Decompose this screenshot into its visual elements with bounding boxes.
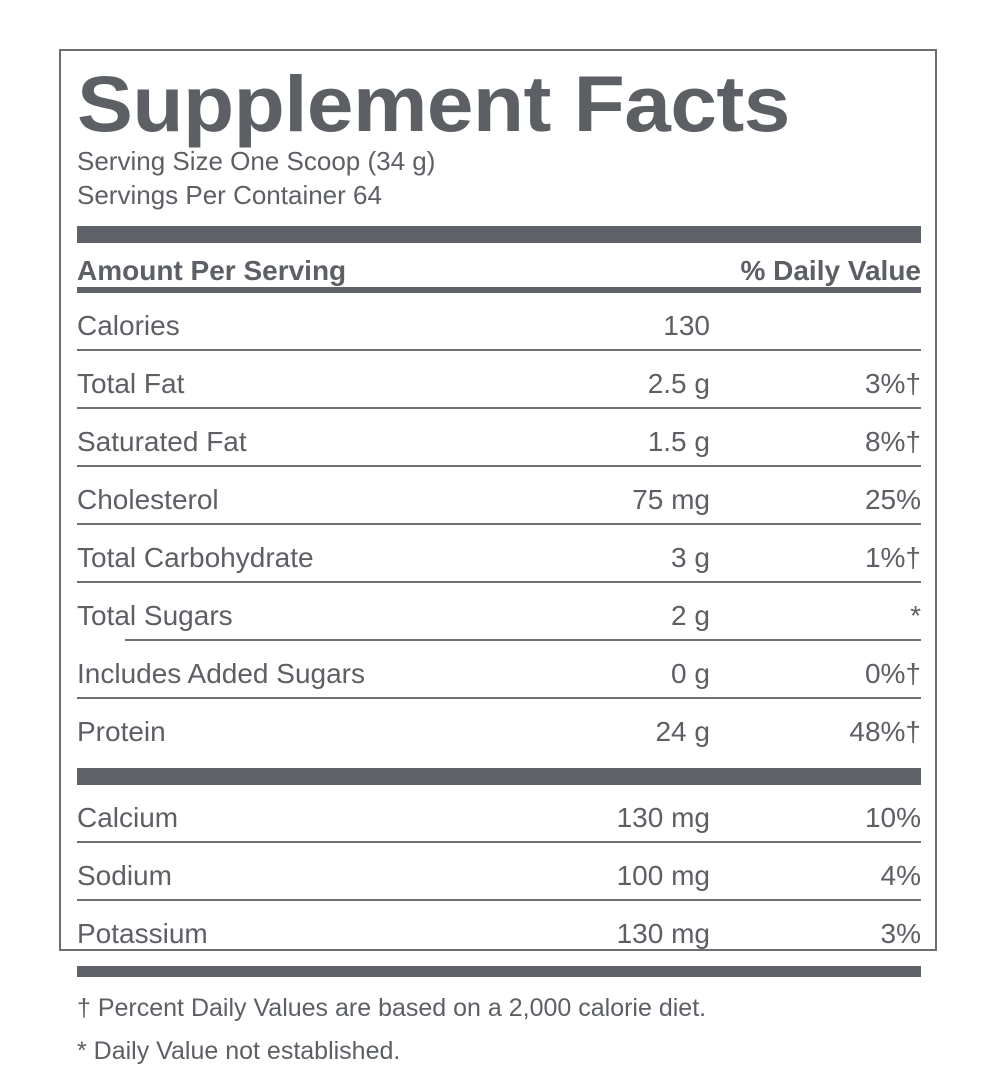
table-row: Calcium 130 mg 10%: [77, 785, 921, 841]
table-row: Total Carbohydrate 3 g 1%†: [77, 525, 921, 581]
mineral-dv: 10%: [864, 801, 921, 833]
nutrient-value: 3 g: [671, 541, 710, 573]
table-row: Includes Added Sugars 0 g 0%†: [77, 641, 921, 697]
footnotes-section: † Percent Daily Values are based on a 2,…: [77, 987, 921, 1073]
row-separator: [77, 406, 921, 409]
mineral-value: 130 mg: [616, 801, 710, 833]
top-divider-bar: [77, 225, 921, 243]
nutrient-value: 2 g: [671, 599, 710, 631]
table-row: Total Fat 2.5 g 3%†: [77, 351, 921, 407]
header-divider: [77, 286, 921, 293]
nutrient-label: Total Fat: [77, 367, 185, 399]
nutrient-value: 75 mg: [632, 483, 710, 515]
page-title: Supplement Facts: [77, 59, 790, 148]
footnote-dagger: † Percent Daily Values are based on a 2,…: [77, 993, 707, 1022]
header-value-spacer: [482, 243, 710, 287]
row-separator: [77, 638, 921, 641]
table-header-row: Amount Per Serving % Daily Value: [77, 243, 921, 287]
table-row: Protein 24 g 48%†: [77, 699, 921, 755]
minerals-divider-bar: [77, 767, 921, 785]
nutrient-label: Total Sugars: [77, 599, 233, 631]
panel-inner: Supplement Facts Serving Size One Scoop …: [77, 59, 921, 1073]
mineral-value: 100 mg: [616, 859, 710, 891]
calories-label: Calories: [77, 309, 180, 341]
nutrient-label: Includes Added Sugars: [77, 657, 365, 689]
minerals-table: Calcium 130 mg 10% Sodium 100 mg 4% Pota…: [77, 785, 921, 957]
nutrition-table: Amount Per Serving % Daily Value: [77, 243, 921, 287]
nutrient-rows-table: Calories 130 Total Fat 2.5 g 3%† Saturat…: [77, 293, 921, 755]
daily-value-header: % Daily Value: [740, 254, 921, 286]
nutrient-dv: *: [910, 599, 921, 631]
nutrient-value: 0 g: [671, 657, 710, 689]
nutrient-dv: 8%†: [864, 425, 921, 457]
mineral-dv: 3%: [880, 917, 921, 949]
nutrient-label: Cholesterol: [77, 483, 219, 515]
calories-value: 130: [663, 309, 710, 341]
servings-per-container-text: Servings Per Container 64: [77, 180, 382, 211]
table-row: Total Sugars 2 g *: [77, 583, 921, 639]
mineral-dv: 4%: [880, 859, 921, 891]
nutrient-dv: 48%†: [849, 715, 921, 747]
table-row: Cholesterol 75 mg 25%: [77, 467, 921, 523]
nutrient-value: 1.5 g: [647, 425, 710, 457]
nutrient-label: Saturated Fat: [77, 425, 247, 457]
nutrient-dv: 0%†: [864, 657, 921, 689]
nutrient-dv: 1%†: [864, 541, 921, 573]
table-row: Saturated Fat 1.5 g 8%†: [77, 409, 921, 465]
mineral-label: Sodium: [77, 859, 172, 891]
calories-dv: [710, 293, 921, 349]
mineral-label: Calcium: [77, 801, 179, 833]
nutrient-value: 24 g: [655, 715, 710, 747]
nutrient-dv: 25%: [864, 483, 921, 515]
footnote-divider-bar: [77, 965, 921, 977]
supplement-facts-panel: Supplement Facts Serving Size One Scoop …: [59, 49, 937, 1065]
table-row: Sodium 100 mg 4%: [77, 843, 921, 899]
mineral-value: 130 mg: [616, 917, 710, 949]
nutrient-dv: 3%†: [864, 367, 921, 399]
row-separator: [77, 898, 921, 901]
row-separator: [77, 464, 921, 467]
table-row: Calories 130: [77, 293, 921, 349]
table-row: Potassium 130 mg 3%: [77, 901, 921, 957]
row-separator: [77, 580, 921, 583]
row-separator: [77, 696, 921, 699]
nutrient-label: Protein: [77, 715, 166, 747]
row-separator: [77, 348, 921, 351]
nutrient-label: Total Carbohydrate: [77, 541, 314, 573]
mineral-label: Potassium: [77, 917, 208, 949]
serving-size-text: Serving Size One Scoop (34 g): [77, 146, 436, 177]
amount-per-serving-header: Amount Per Serving: [77, 254, 347, 286]
footnote-asterisk: * Daily Value not established.: [77, 1036, 401, 1065]
row-separator: [77, 522, 921, 525]
row-separator: [77, 840, 921, 843]
nutrient-value: 2.5 g: [647, 367, 710, 399]
